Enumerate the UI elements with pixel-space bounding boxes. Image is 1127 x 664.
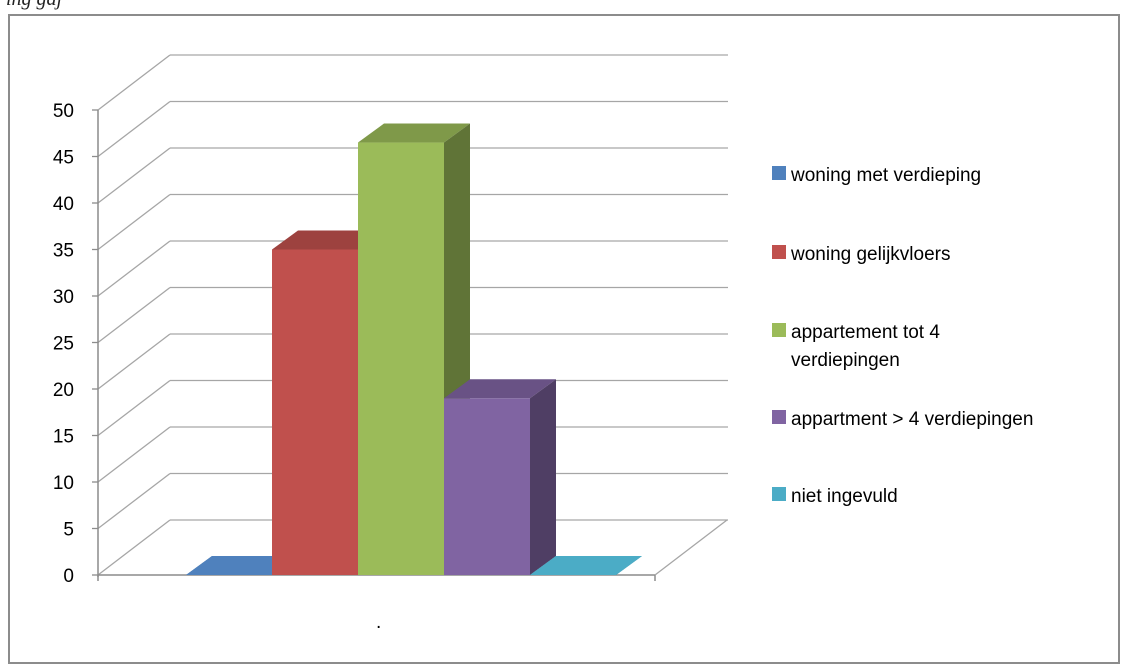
legend-swatch bbox=[772, 410, 786, 424]
y-tick-label: 10 bbox=[53, 473, 74, 494]
side-wall-gridline bbox=[97, 286, 171, 344]
legend-swatch bbox=[772, 245, 786, 259]
bar bbox=[358, 123, 470, 576]
y-tick-label: 50 bbox=[53, 101, 74, 122]
legend-swatch bbox=[772, 166, 786, 180]
legend-item: woning gelijkvloers bbox=[772, 244, 950, 265]
side-wall-gridline bbox=[97, 426, 171, 483]
legend-swatch bbox=[772, 323, 786, 337]
side-wall-gridline bbox=[97, 240, 171, 297]
side-wall-gridline bbox=[97, 193, 171, 251]
side-wall-gridline bbox=[97, 379, 171, 437]
legend-label: woning gelijkvloers bbox=[790, 244, 950, 265]
side-wall-gridline bbox=[97, 100, 171, 158]
legend-label: appartement tot 4 bbox=[791, 322, 940, 343]
side-wall-gridline bbox=[97, 54, 171, 111]
legend: woning met verdieping woning gelijkvloers… bbox=[772, 165, 1033, 507]
legend-swatch bbox=[772, 487, 786, 501]
y-tick-label: 5 bbox=[63, 520, 74, 541]
legend-item: appartement tot 4 verdiepingen bbox=[772, 322, 940, 371]
y-tick-label: 0 bbox=[63, 566, 74, 587]
bar bbox=[530, 556, 642, 575]
bar bbox=[444, 379, 556, 575]
bar-chart: 0 5 10 15 20 25 30 35 40 45 50 woning met verdiepi… bbox=[53, 54, 1033, 633]
legend-item: niet ingevuld bbox=[772, 486, 898, 507]
side-wall-gridline bbox=[97, 519, 171, 576]
x-axis-caption: . bbox=[376, 612, 381, 633]
legend-item: appartment > 4 verdiepingen bbox=[772, 409, 1033, 430]
y-tick-label: 15 bbox=[53, 427, 74, 448]
y-tick-label: 45 bbox=[53, 148, 74, 169]
side-wall-gridline bbox=[97, 147, 171, 204]
side-wall-gridline bbox=[97, 333, 171, 390]
legend-label: verdiepingen bbox=[791, 350, 900, 371]
bar bbox=[186, 556, 298, 575]
y-tick-label: 40 bbox=[53, 194, 74, 215]
y-tick-label: 30 bbox=[53, 287, 74, 308]
bar-layer bbox=[186, 123, 642, 576]
chart-frame: 0 5 10 15 20 25 30 35 40 45 50 woning met verdiepi… bbox=[8, 14, 1120, 664]
legend-label: niet ingevuld bbox=[791, 486, 898, 507]
legend-label: woning met verdieping bbox=[790, 165, 981, 186]
legend-label: appartment > 4 verdiepingen bbox=[791, 409, 1033, 430]
y-tick-label: 35 bbox=[53, 241, 74, 262]
y-tick-label: 25 bbox=[53, 334, 74, 355]
side-wall-gridline bbox=[97, 472, 171, 530]
y-tick-label: 20 bbox=[53, 380, 74, 401]
floor-right-edge bbox=[654, 519, 728, 576]
legend-item: woning met verdieping bbox=[772, 165, 981, 186]
cropped-header-text: ing gaj bbox=[6, 0, 62, 11]
